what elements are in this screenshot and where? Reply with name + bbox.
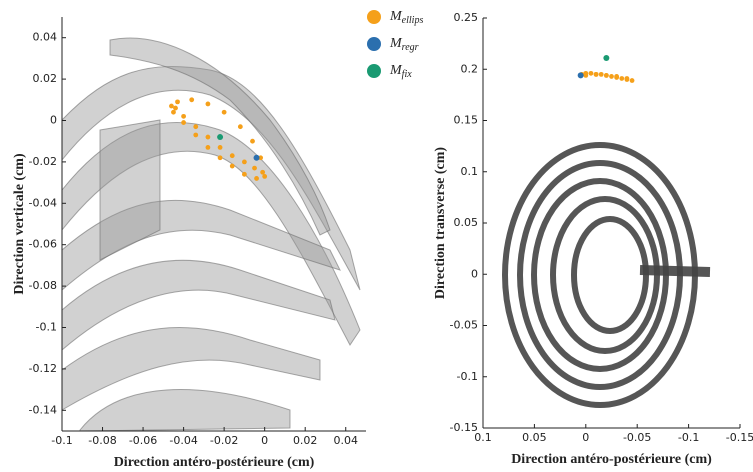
y-tick-label: -0.12 <box>29 362 57 375</box>
point <box>237 124 243 130</box>
point <box>583 73 589 78</box>
legend-marker <box>367 10 381 24</box>
point <box>254 176 259 181</box>
point <box>603 54 610 61</box>
x-tick-label: -0.02 <box>210 434 238 447</box>
point <box>229 163 235 169</box>
x-tick-label: -0.15 <box>726 431 753 444</box>
y-tick-label: -0.15 <box>450 421 478 434</box>
y-tick-label: -0.1 <box>457 370 478 383</box>
legend-subscript: fix <box>402 69 413 80</box>
x-tick-label: 0 <box>261 434 268 447</box>
point <box>217 155 223 161</box>
x-tick-label: 0 <box>582 431 589 444</box>
legend-label: Mellips <box>389 9 423 26</box>
point <box>619 76 625 81</box>
y-tick-label: -0.04 <box>29 196 57 209</box>
point <box>614 74 620 79</box>
x-tick-label: -0.1 <box>678 431 699 444</box>
y-tick-label: 0 <box>471 267 478 280</box>
y-tick-label: 0.15 <box>454 114 479 127</box>
point <box>181 113 187 119</box>
point <box>629 78 635 83</box>
legend-name: M <box>389 63 403 78</box>
legend-name: M <box>389 9 403 24</box>
point <box>221 109 227 115</box>
x-axis-label: Direction antéro-postérieure (cm) <box>114 455 315 470</box>
legend-label: Mfix <box>389 63 412 80</box>
point <box>205 145 211 150</box>
y-tick-label: 0.02 <box>33 72 58 85</box>
point <box>193 124 199 130</box>
point <box>258 155 264 161</box>
y-tick-label: 0.05 <box>454 216 479 229</box>
point <box>609 74 614 79</box>
point <box>598 71 604 77</box>
x-tick-label: 0.04 <box>333 434 358 447</box>
point <box>242 171 247 177</box>
x-tick-label: -0.04 <box>169 434 197 447</box>
legend-marker <box>367 37 381 51</box>
legend-label: Mregr <box>389 36 419 53</box>
y-tick-label: -0.1 <box>36 321 57 334</box>
point <box>250 138 255 144</box>
x-axis-label: Direction antéro-postérieure (cm) <box>511 452 712 467</box>
point <box>217 145 223 150</box>
x-tick-label: -0.06 <box>129 434 157 447</box>
y-tick-label: -0.05 <box>450 319 478 332</box>
legend-marker <box>367 64 381 78</box>
y-axis-label: Direction verticale (cm) <box>12 153 27 295</box>
y-axis-label: Direction transverse (cm) <box>433 147 448 299</box>
point <box>593 71 599 77</box>
x-tick-label: 0.1 <box>474 431 492 444</box>
y-tick-label: -0.06 <box>29 238 57 251</box>
y-tick-label: 0.1 <box>461 165 479 178</box>
point <box>175 99 180 105</box>
point <box>624 76 630 81</box>
ribcage-render-left <box>61 37 361 432</box>
point <box>217 134 224 141</box>
point <box>262 173 268 179</box>
x-tick-label: -0.05 <box>623 431 651 444</box>
y-tick-label: 0.04 <box>33 31 58 44</box>
point <box>169 103 174 109</box>
x-tick-label: -0.1 <box>51 434 72 447</box>
x-tick-label: 0.05 <box>522 431 547 444</box>
point <box>252 165 257 171</box>
x-tick-label: 0.02 <box>293 434 318 447</box>
point <box>171 109 176 115</box>
point <box>588 70 594 76</box>
legend-name: M <box>389 36 403 51</box>
point <box>260 169 266 175</box>
point <box>181 120 187 125</box>
y-tick-label: -0.08 <box>29 279 57 292</box>
point <box>205 134 211 140</box>
point <box>173 105 178 111</box>
point <box>193 132 199 138</box>
y-tick-label: -0.02 <box>29 155 57 168</box>
ribcage-render-right <box>502 142 711 408</box>
y-tick-label: -0.14 <box>29 403 57 416</box>
x-tick-label: -0.08 <box>88 434 116 447</box>
point <box>205 101 211 107</box>
point <box>229 153 235 159</box>
y-tick-label: 0.2 <box>461 62 479 75</box>
point <box>577 72 584 79</box>
point <box>253 154 260 161</box>
point <box>189 97 195 103</box>
y-tick-label: 0 <box>50 114 57 127</box>
point <box>603 73 609 78</box>
y-tick-label: 0.25 <box>454 11 479 24</box>
legend-subscript: regr <box>402 42 419 53</box>
point <box>242 159 247 165</box>
legend-subscript: ellips <box>402 15 424 26</box>
